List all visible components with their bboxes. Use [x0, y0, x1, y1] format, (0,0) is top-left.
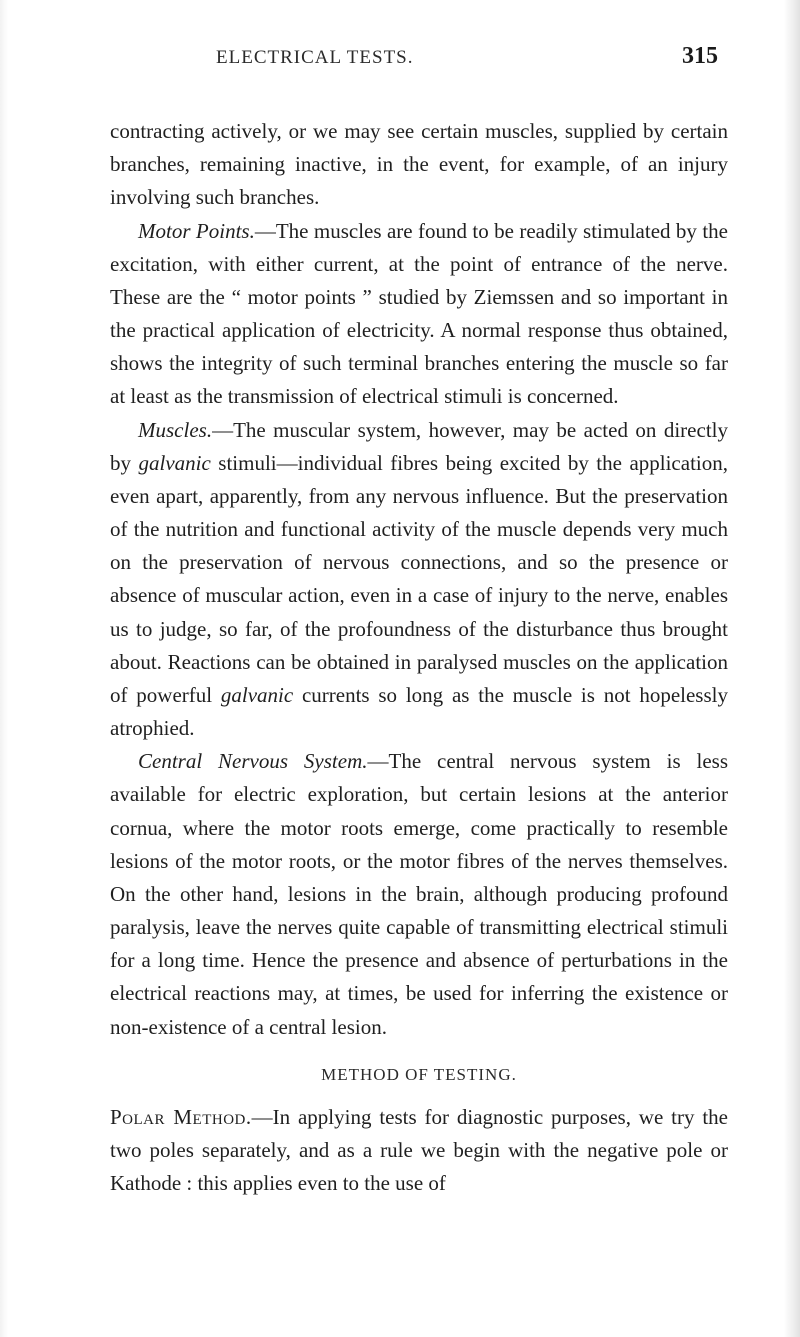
- text: —The central nervous system is less avai…: [110, 749, 728, 1038]
- lead-italic: Motor Points.: [138, 219, 255, 243]
- inline-italic: galvanic: [221, 683, 293, 707]
- page-container: ELECTRICAL TESTS. 315 contracting active…: [0, 0, 800, 1250]
- section-heading: METHOD OF TESTING.: [110, 1062, 728, 1089]
- lead-italic: Muscles.: [138, 418, 212, 442]
- inline-italic: galvanic: [138, 451, 210, 475]
- text: —The muscles are found to be readily sti…: [110, 219, 728, 409]
- text: stimuli—individual fibres being excited …: [110, 451, 728, 707]
- body-text: contracting actively, or we may see cert…: [110, 115, 728, 1200]
- running-head: ELECTRICAL TESTS.: [216, 47, 414, 69]
- paragraph-5: Polar Method.—In applying tests for diag…: [110, 1101, 728, 1201]
- lead-smallcaps: Polar Method.: [110, 1105, 252, 1129]
- page-number: 315: [682, 43, 718, 70]
- paragraph-1: contracting actively, or we may see cert…: [110, 115, 728, 215]
- page-header: ELECTRICAL TESTS. 315: [110, 43, 728, 70]
- text: contracting actively, or we may see cert…: [110, 119, 728, 209]
- lead-italic: Central Nervous System.: [138, 749, 368, 773]
- paragraph-4: Central Nervous System.—The central nerv…: [110, 745, 728, 1044]
- paragraph-3: Muscles.—The muscular system, however, m…: [110, 414, 728, 746]
- paragraph-2: Motor Points.—The muscles are found to b…: [110, 215, 728, 414]
